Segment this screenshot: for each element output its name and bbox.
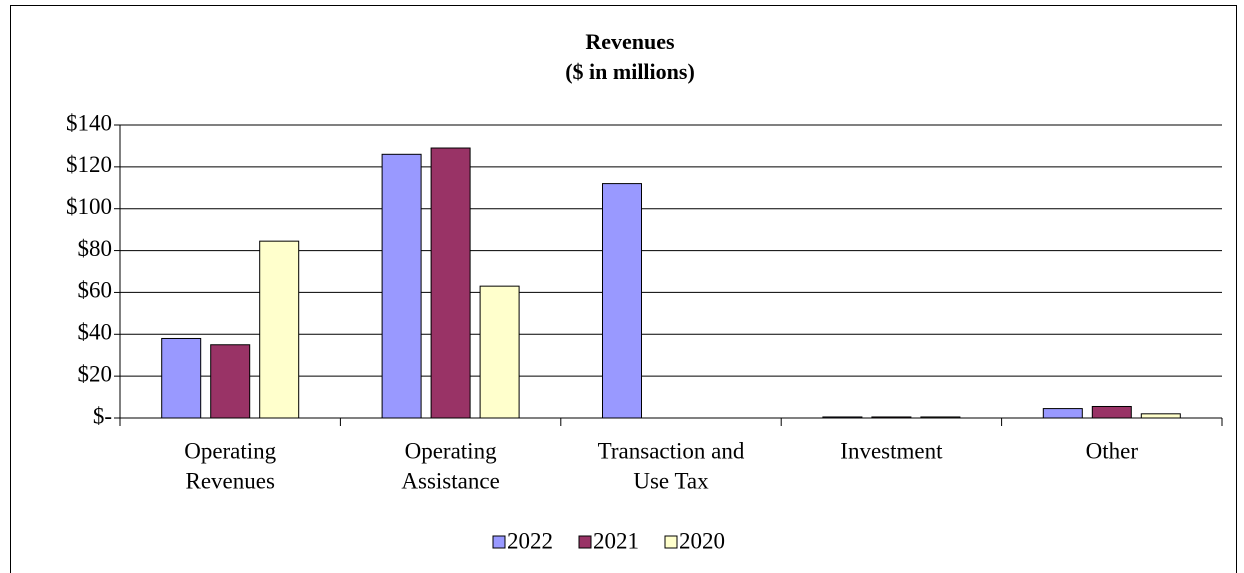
bar — [479, 285, 520, 419]
bar — [920, 416, 961, 419]
x-tick-label: Operating — [184, 438, 276, 463]
bar — [871, 416, 912, 419]
x-tick-label: Investment — [840, 438, 943, 463]
y-tick-label: $120 — [66, 152, 112, 177]
legend-swatch — [578, 535, 592, 549]
bar — [381, 153, 422, 419]
legend-swatch — [492, 535, 506, 549]
y-tick-label: $140 — [66, 110, 112, 135]
x-tick-label: Revenues — [185, 468, 274, 493]
x-tick-label: Transaction and — [598, 438, 745, 463]
bar — [1091, 405, 1132, 419]
bar — [1042, 408, 1083, 419]
legend-swatch — [664, 535, 678, 549]
legend-label: 2020 — [679, 528, 725, 553]
y-tick-label: $100 — [66, 194, 112, 219]
bar — [210, 344, 251, 419]
chart-subtitle: ($ in millions) — [565, 59, 695, 84]
x-tick-label: Assistance — [401, 468, 499, 493]
legend-label: 2021 — [593, 528, 639, 553]
bar — [1140, 413, 1181, 419]
y-tick-label: $20 — [78, 361, 113, 386]
x-tick-label: Operating — [405, 438, 497, 463]
y-tick-label: $60 — [78, 278, 113, 303]
legend-label: 2022 — [507, 528, 553, 553]
bar — [161, 337, 202, 419]
bar — [430, 147, 471, 419]
x-tick-label: Use Tax — [633, 468, 709, 493]
y-tick-label: $80 — [78, 236, 113, 261]
y-tick-label: $- — [93, 403, 112, 428]
bar — [602, 183, 642, 419]
x-tick-label: Other — [1086, 438, 1139, 463]
bar — [259, 240, 300, 419]
bar — [822, 416, 863, 419]
chart-title: Revenues — [585, 29, 675, 54]
y-tick-label: $40 — [78, 320, 113, 345]
